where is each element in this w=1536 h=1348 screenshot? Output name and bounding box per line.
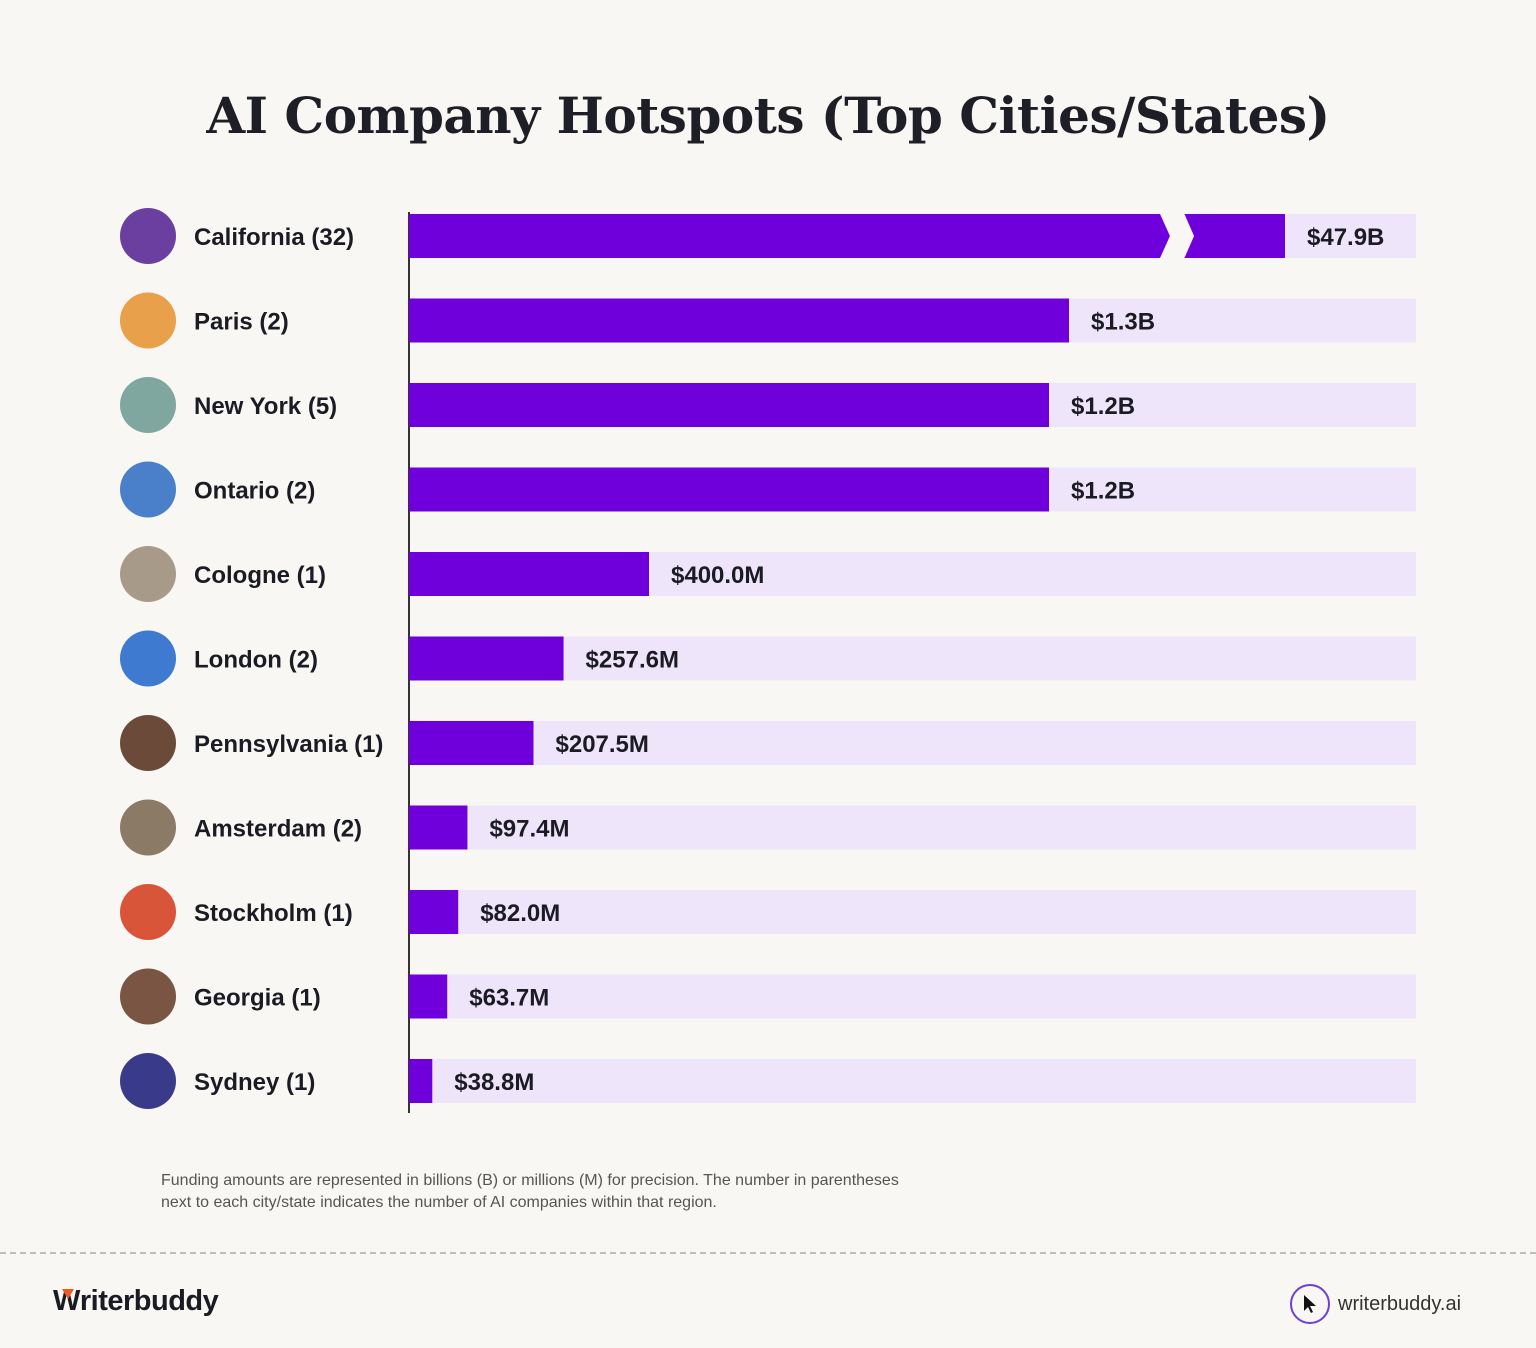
value-label: $97.4M: [489, 816, 569, 843]
bar-continuation: [1184, 214, 1285, 258]
bar: [409, 467, 1049, 512]
value-label: $1.2B: [1071, 478, 1135, 505]
category-label: Pennsylvania (1): [194, 731, 383, 758]
value-label: $207.5M: [556, 731, 649, 758]
value-label: $1.3B: [1091, 309, 1155, 336]
bar-track: [409, 721, 1416, 765]
value-label: $400.0M: [671, 562, 764, 589]
bar: [409, 298, 1069, 343]
value-label: $1.2B: [1071, 393, 1135, 420]
divider: [0, 1252, 1536, 1254]
category-label: Paris (2): [194, 309, 289, 336]
category-label: Sydney (1): [194, 1069, 315, 1096]
city-photo-big-ben-icon: [120, 630, 176, 687]
category-label: California (32): [194, 224, 354, 251]
city-photo-stockholm-buildings-icon: [120, 884, 176, 940]
bar: [409, 214, 1170, 258]
city-photo-cologne-cathedral-icon: [120, 546, 176, 602]
bar: [409, 721, 534, 765]
bar-track: [409, 805, 1416, 850]
value-label: $38.8M: [454, 1069, 534, 1096]
cursor-icon: [1290, 1284, 1330, 1324]
city-photo-statue-of-liberty-icon: [120, 377, 176, 433]
category-label: Georgia (1): [194, 985, 321, 1012]
bar: [409, 1059, 433, 1103]
value-label: $47.9B: [1307, 224, 1384, 251]
value-label: $82.0M: [480, 900, 560, 927]
bar-track: [409, 974, 1416, 1019]
bar: [409, 974, 448, 1019]
bar: [409, 890, 459, 934]
city-photo-golden-gate-bridge-icon: [120, 208, 176, 264]
bar: [409, 805, 468, 850]
bar-track: [409, 1059, 1416, 1103]
city-photo-cn-tower-icon: [120, 461, 176, 518]
category-label: Cologne (1): [194, 562, 326, 589]
category-label: Amsterdam (2): [194, 816, 362, 843]
city-photo-georgia-mansion-icon: [120, 968, 176, 1025]
bar-track: [409, 890, 1416, 934]
category-label: London (2): [194, 647, 318, 674]
city-photo-amsterdam-canal-houses-icon: [120, 799, 176, 856]
category-label: Ontario (2): [194, 478, 315, 505]
site-url: writerbuddy.ai: [1338, 1292, 1462, 1315]
writerbuddy-logo[interactable]: Writerbuddy: [53, 1285, 219, 1317]
axis-break: [1160, 213, 1194, 259]
value-label: $63.7M: [469, 985, 549, 1012]
value-label: $257.6M: [586, 647, 679, 674]
category-label: New York (5): [194, 393, 337, 420]
bar: [409, 552, 649, 596]
site-link[interactable]: writerbuddy.ai: [1290, 1284, 1461, 1324]
city-photo-liberty-bell-icon: [120, 715, 176, 771]
chart-title: AI Company Hotspots (Top Cities/States): [206, 86, 1330, 145]
bar-chart: $47.9B California (32) $1.3B Paris (2) $1.2B…: [120, 208, 1416, 1113]
city-photo-eiffel-tower-icon: [120, 292, 176, 349]
city-photo-sydney-opera-house-icon: [120, 1053, 176, 1109]
bar: [409, 636, 564, 681]
category-label: Stockholm (1): [194, 900, 353, 927]
footnote: Funding amounts are represented in billi…: [161, 1172, 899, 1211]
bar-track: [409, 636, 1416, 681]
bar: [409, 383, 1049, 427]
